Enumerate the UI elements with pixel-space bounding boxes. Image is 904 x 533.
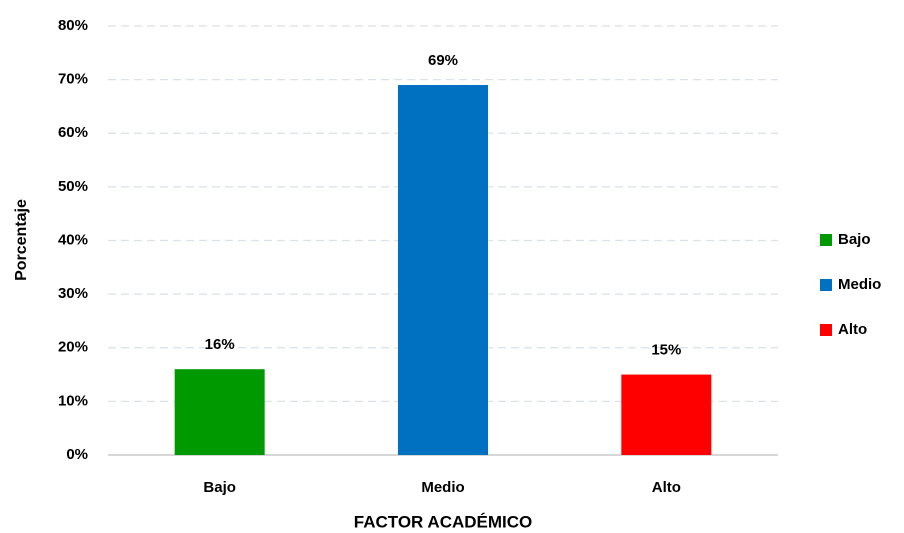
x-tick-label: Alto bbox=[652, 479, 681, 496]
y-tick-label: 80% bbox=[58, 17, 88, 34]
data-label: 15% bbox=[651, 342, 681, 359]
y-tick-label: 70% bbox=[58, 71, 88, 88]
y-tick-label: 40% bbox=[58, 231, 88, 248]
y-tick-label: 0% bbox=[66, 446, 88, 463]
bar bbox=[174, 369, 265, 455]
legend-label: Medio bbox=[838, 276, 881, 293]
legend-label: Bajo bbox=[838, 231, 871, 248]
y-axis-title: Porcentaje bbox=[13, 199, 30, 281]
y-tick-label: 60% bbox=[58, 124, 88, 141]
x-tick-label: Medio bbox=[421, 479, 464, 496]
bar bbox=[621, 374, 712, 455]
y-tick-label: 20% bbox=[58, 339, 88, 356]
legend-label: Alto bbox=[838, 321, 867, 338]
legend-swatch bbox=[820, 234, 832, 246]
data-label: 16% bbox=[205, 336, 235, 353]
x-tick-label: Bajo bbox=[203, 479, 236, 496]
y-tick-label: 10% bbox=[58, 392, 88, 409]
legend-swatch bbox=[820, 324, 832, 336]
y-tick-label: 50% bbox=[58, 178, 88, 195]
legend-swatch bbox=[820, 279, 832, 291]
data-label: 69% bbox=[428, 52, 458, 69]
y-tick-label: 30% bbox=[58, 285, 88, 302]
bar bbox=[398, 84, 488, 456]
x-axis-title: FACTOR ACADÉMICO bbox=[354, 512, 533, 531]
